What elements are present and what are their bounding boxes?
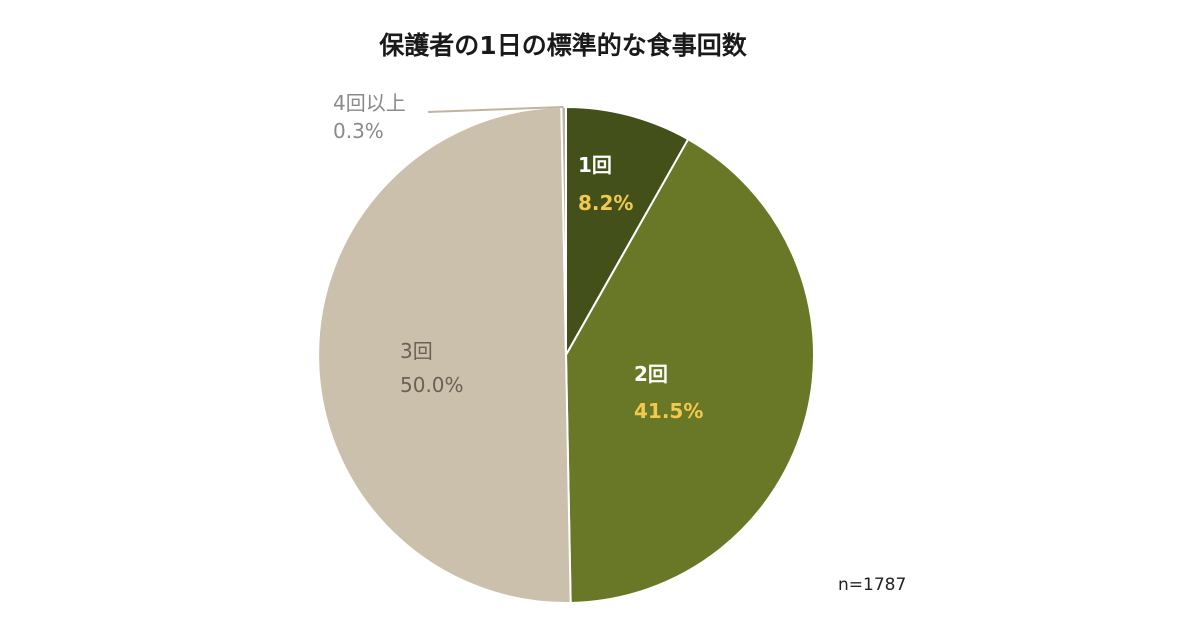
slice-3-label: 3回 [400, 339, 433, 363]
chart-title: 保護者の1日の標準的な食事回数 [378, 31, 747, 60]
pie-slice-3 [317, 106, 572, 604]
pie-slice-1 [565, 105, 690, 359]
slice-4-label: 4回以上 [333, 91, 406, 115]
sample-size-note: n=1787 [838, 575, 906, 595]
slice-4-value: 0.3% [333, 119, 384, 143]
pie-slices [317, 105, 815, 604]
slice-labels: 1回 8.2% 2回 41.5% 3回 50.0% 4回以上 0.3% [333, 91, 703, 423]
pie-slice-2 [564, 137, 815, 604]
slice-1-value: 8.2% [578, 191, 633, 215]
slice-1-label: 1回 [578, 153, 612, 177]
slice-3-value: 50.0% [400, 373, 464, 397]
slice-2-label: 2回 [634, 362, 668, 386]
slice-2-value: 41.5% [634, 399, 703, 423]
slice-4-leader-line [427, 106, 564, 113]
